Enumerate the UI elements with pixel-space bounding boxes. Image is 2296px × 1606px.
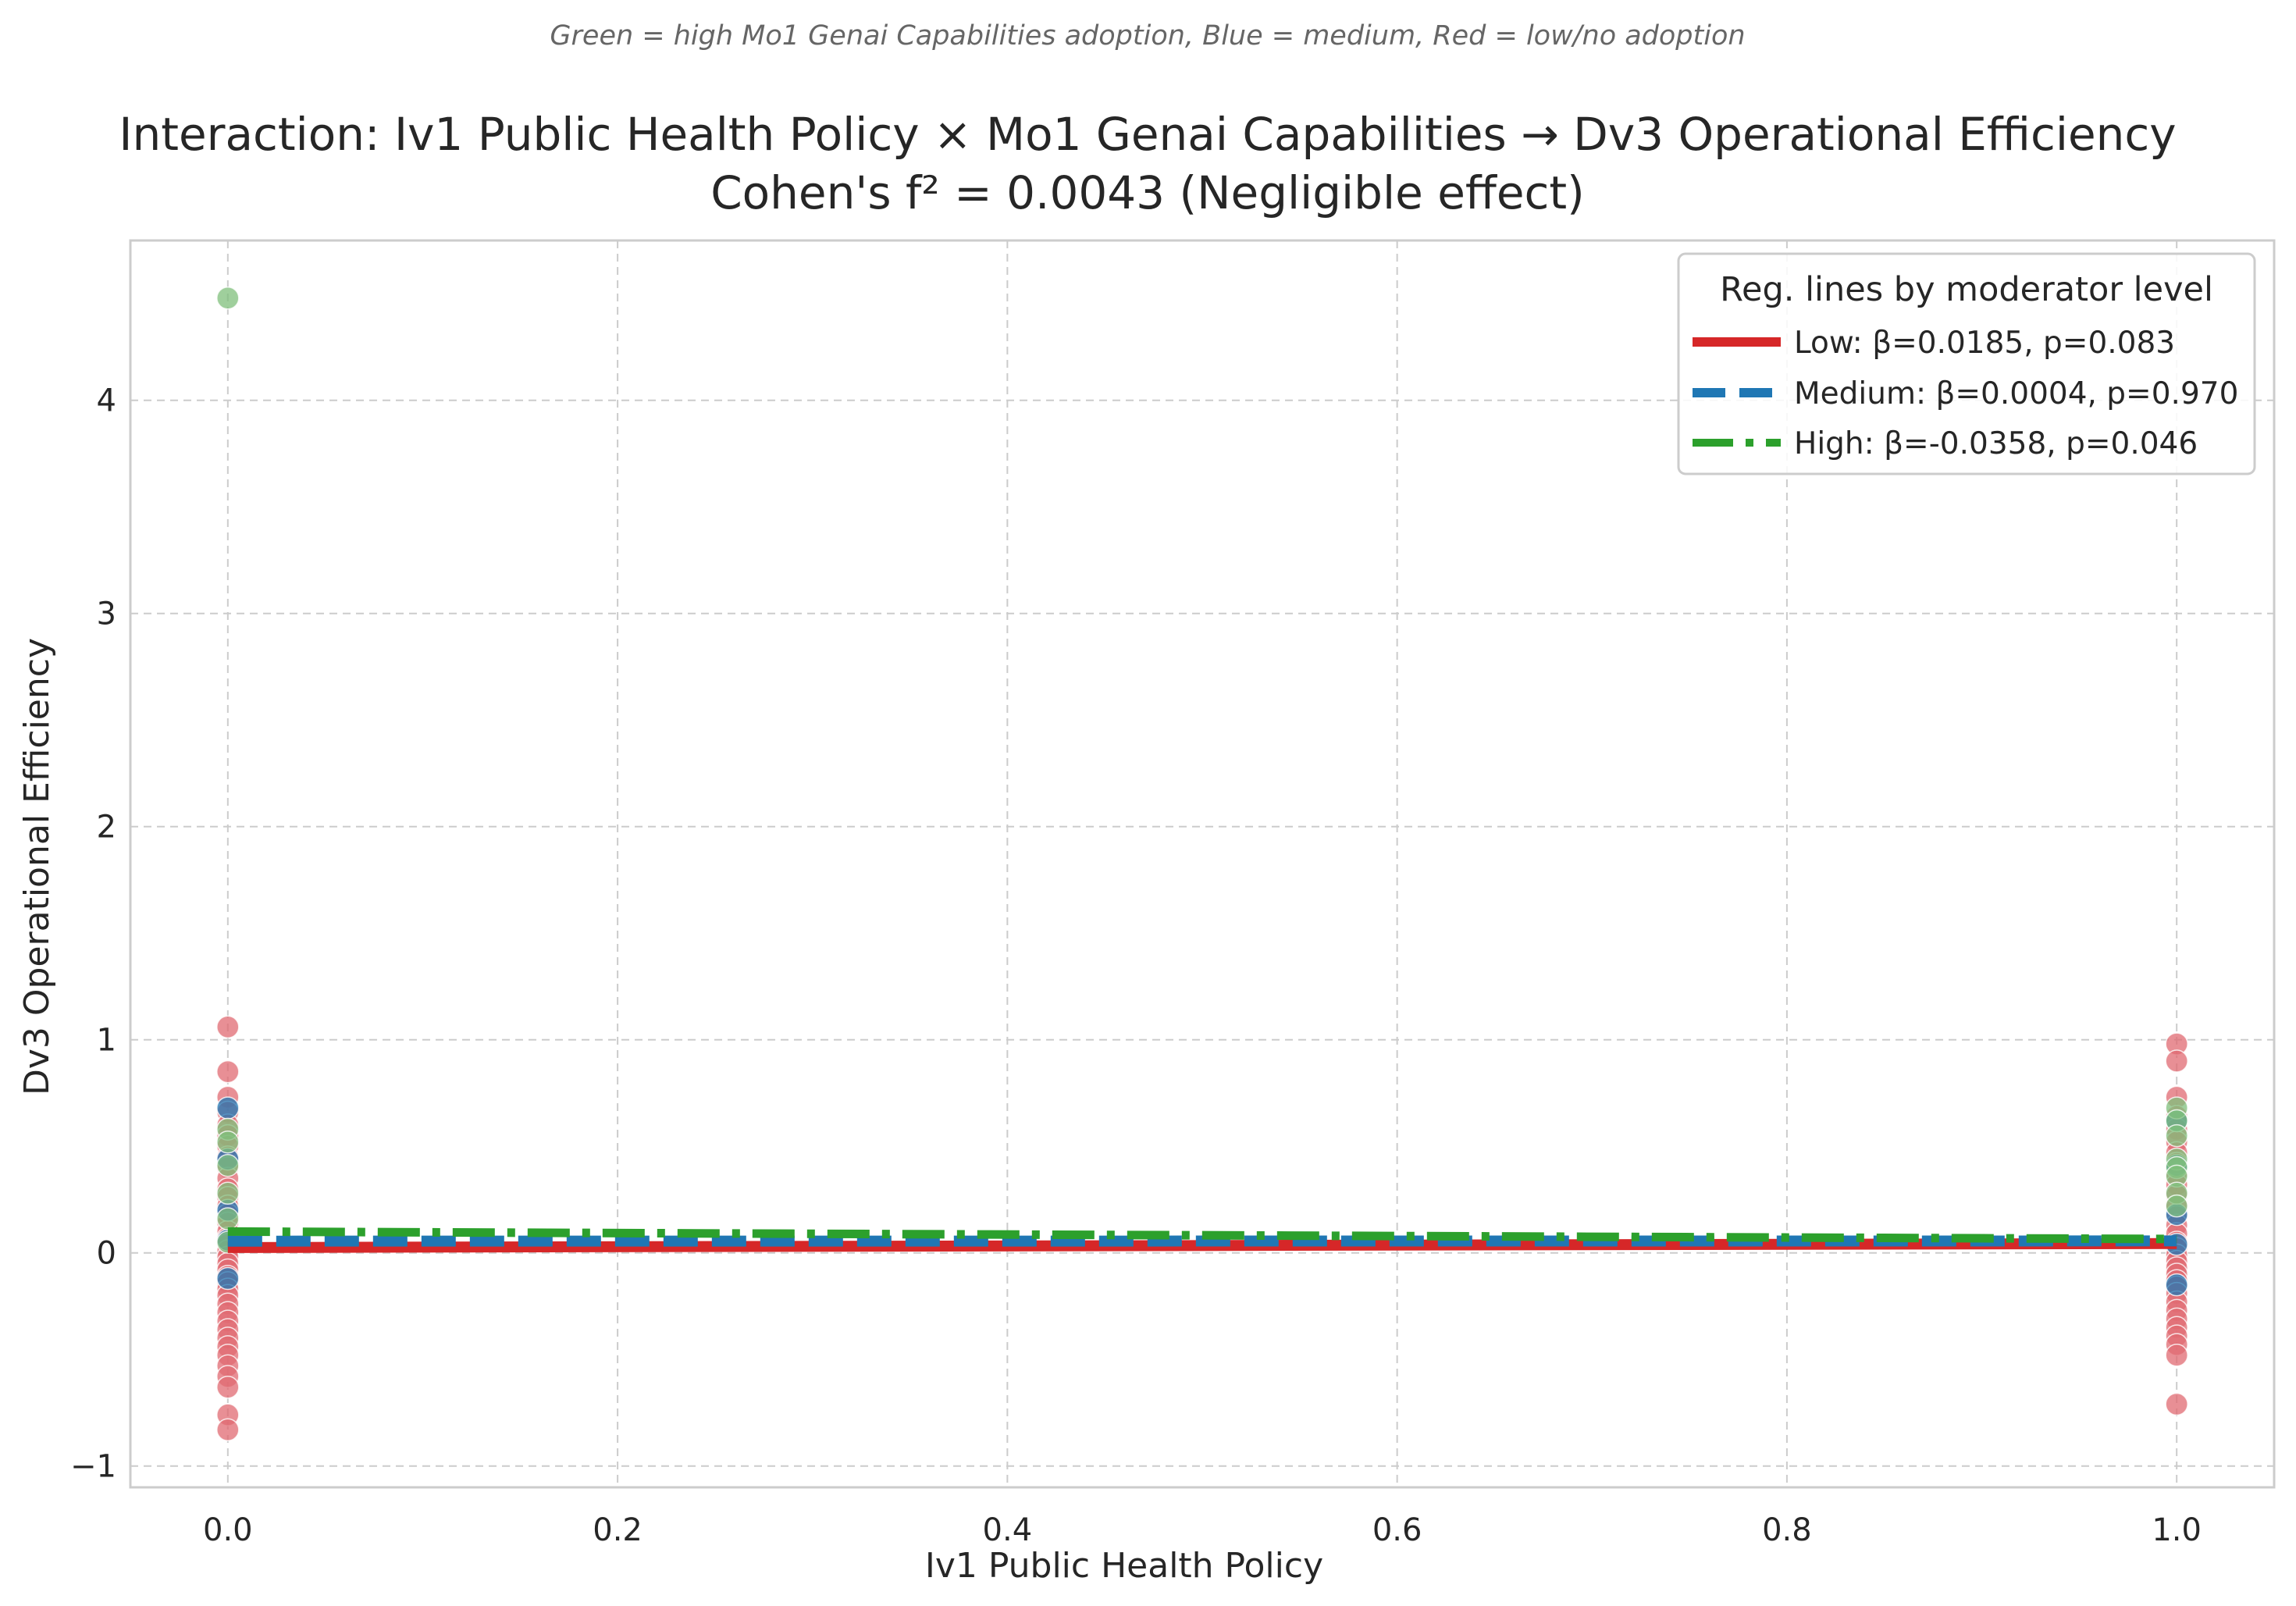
data-point-low: [216, 1375, 240, 1399]
data-point-low: [2165, 1343, 2188, 1367]
data-point-high: [216, 1181, 240, 1205]
x-tick-label: 0.2: [593, 1512, 643, 1548]
y-tick-label: −1: [70, 1449, 116, 1485]
data-point-medium: [2165, 1273, 2188, 1297]
data-point-high: [216, 286, 240, 310]
data-point-medium: [216, 1266, 240, 1291]
legend: Reg. lines by moderator level Low: β=0.0…: [1677, 252, 2256, 475]
data-point-low: [2165, 1392, 2188, 1416]
legend-label-medium: Medium: β=0.0004, p=0.970: [1794, 376, 2238, 411]
y-tick-label: 0: [97, 1236, 116, 1272]
y-tick-label: 4: [97, 383, 116, 419]
data-point-low: [216, 1059, 240, 1084]
x-tick-label: 0.8: [1762, 1512, 1812, 1548]
chart-subtitle: Green = high Mo1 Genai Capabilities adop…: [550, 20, 1745, 52]
y-axis-ticks: −1 0 1 2 3 4: [70, 383, 116, 1485]
chart-title: Interaction: Iv1 Public Health Policy × …: [119, 108, 2176, 161]
y-tick-label: 3: [97, 596, 116, 632]
y-tick-label: 2: [97, 810, 116, 846]
data-point-high: [2165, 1194, 2188, 1218]
data-point-low: [216, 1015, 240, 1039]
data-point-low: [2165, 1049, 2188, 1073]
regression-line-high: [227, 1227, 2177, 1244]
plot-frame: [129, 239, 2276, 1489]
legend-box: [1677, 252, 2256, 475]
data-point-low: [216, 1418, 240, 1442]
x-tick-label: 1.0: [2152, 1512, 2202, 1548]
x-tick-label: 0.4: [983, 1512, 1033, 1548]
x-axis-label: Iv1 Public Health Policy: [925, 1546, 1323, 1586]
legend-title: Reg. lines by moderator level: [1720, 270, 2213, 309]
data-point-high: [216, 1207, 240, 1230]
legend-label-high: High: β=-0.0358, p=0.046: [1794, 426, 2198, 461]
x-tick-label: 0.0: [203, 1512, 253, 1548]
scatter-points: [216, 286, 2188, 1442]
legend-label-low: Low: β=0.0185, p=0.083: [1794, 326, 2175, 361]
data-point-high: [2165, 1123, 2188, 1148]
y-tick-label: 1: [97, 1023, 116, 1059]
x-axis-ticks: 0.0 0.2 0.4 0.6 0.8 1.0: [203, 1512, 2202, 1548]
regression-lines: [227, 1227, 2177, 1253]
data-point-high: [216, 1154, 240, 1177]
chart-title-line2: Cohen's f² = 0.0043 (Negligible effect): [710, 166, 1585, 219]
x-tick-label: 0.6: [1372, 1512, 1422, 1548]
data-point-high: [216, 1131, 240, 1154]
data-point-medium: [216, 1096, 240, 1120]
y-axis-label: Dv3 Operational Efficiency: [17, 638, 57, 1095]
